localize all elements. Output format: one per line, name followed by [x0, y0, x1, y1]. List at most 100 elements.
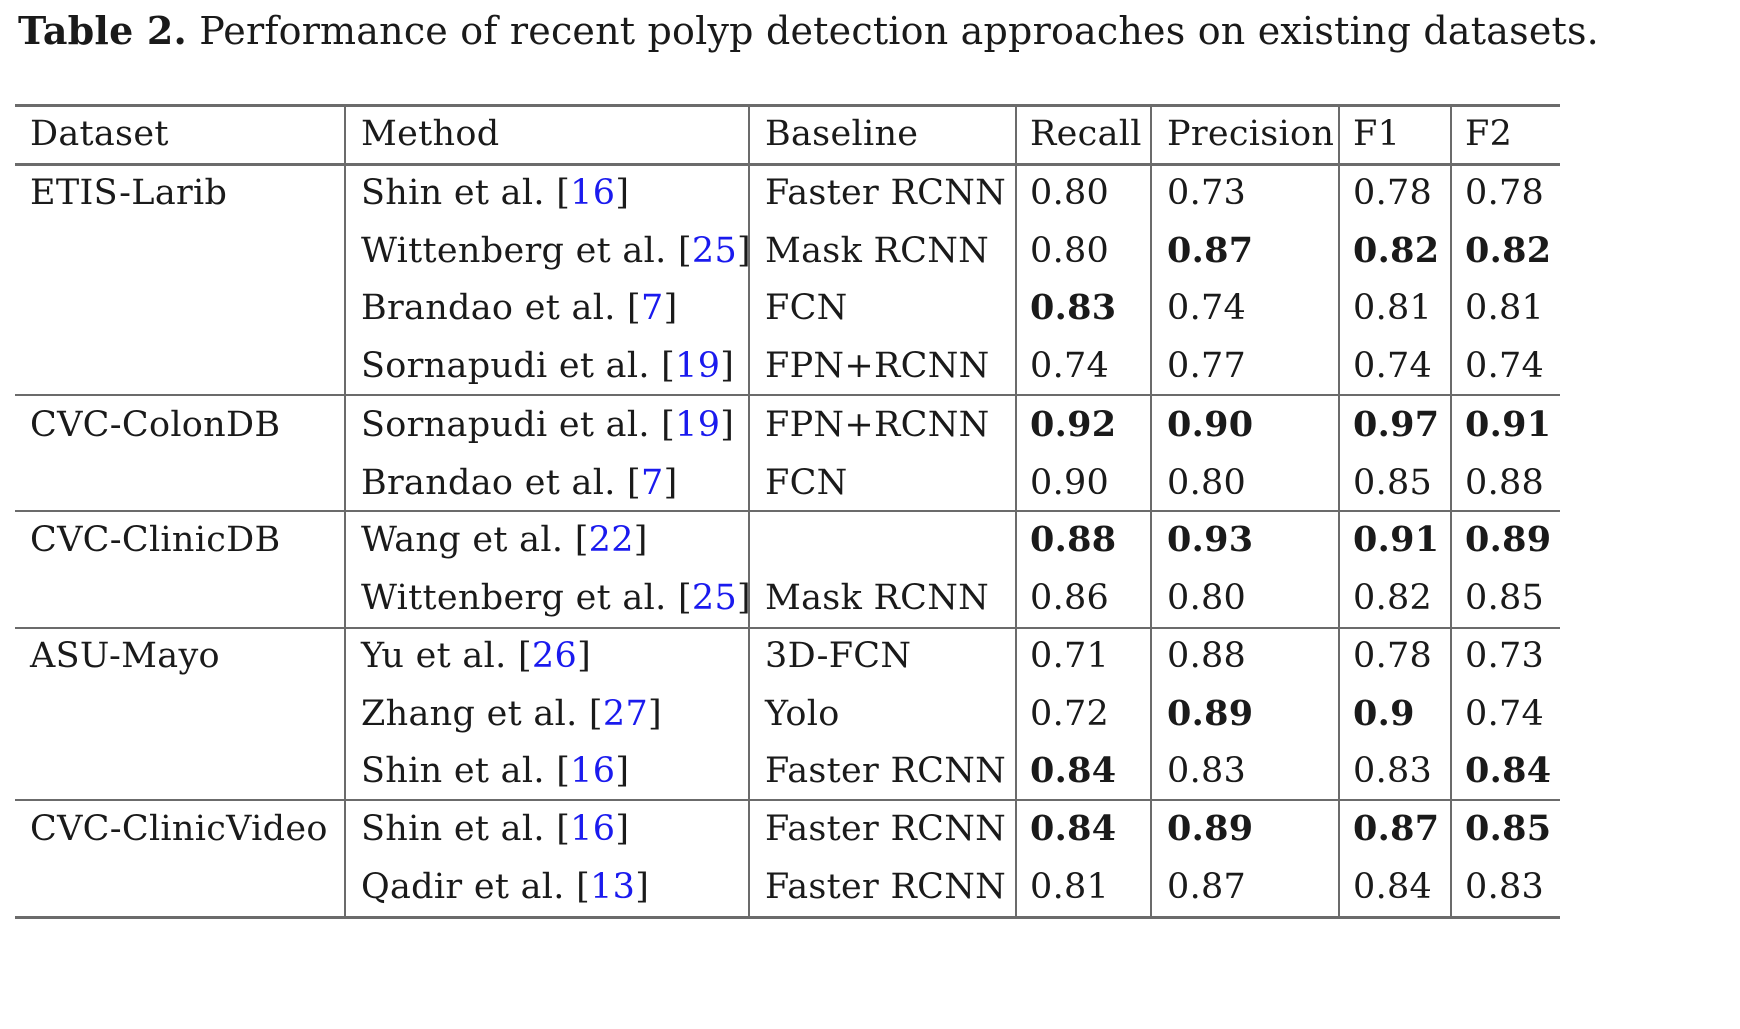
f2-value: 0.74 — [1465, 694, 1545, 734]
baseline-cell: FCN — [765, 463, 848, 503]
f1-value: 0.87 — [1353, 808, 1440, 849]
citation-open-bracket: [ — [506, 636, 532, 676]
method-author: Shin et al. — [361, 809, 545, 849]
citation-close-bracket: ] — [737, 231, 752, 271]
citation-close-bracket: ] — [633, 520, 648, 560]
citation-open-bracket: [ — [544, 173, 571, 213]
method-cell: Sornapudi et al. [19] — [361, 346, 734, 386]
citation-link[interactable]: 13 — [590, 867, 636, 907]
method-author: Wittenberg et al. — [361, 578, 667, 618]
table-column-rule — [1338, 104, 1340, 919]
citation-close-bracket: ] — [663, 463, 678, 503]
recall-value: 0.86 — [1030, 578, 1110, 618]
citation-open-bracket: [ — [615, 463, 642, 503]
citation-close-bracket: ] — [615, 173, 630, 213]
precision-value: 0.89 — [1167, 693, 1254, 734]
citation-open-bracket: [ — [666, 231, 692, 271]
f2-value: 0.81 — [1465, 288, 1545, 328]
citation-link[interactable]: 22 — [588, 520, 634, 560]
citation-link[interactable]: 27 — [602, 694, 649, 734]
citation-link[interactable]: 16 — [570, 173, 616, 213]
method-cell: Zhang et al. [27] — [361, 694, 662, 734]
baseline-cell: Faster RCNN — [765, 751, 1007, 791]
header-method: Method — [361, 114, 500, 154]
precision-value: 0.89 — [1167, 808, 1254, 849]
citation-link[interactable]: 16 — [570, 809, 616, 849]
recall-value: 0.90 — [1030, 463, 1110, 503]
citation-close-bracket: ] — [648, 694, 662, 734]
f1-value: 0.78 — [1353, 173, 1433, 213]
header-precision: Precision — [1167, 114, 1335, 154]
table-group-rule — [15, 510, 1560, 512]
f2-value: 0.83 — [1465, 867, 1545, 907]
recall-value: 0.80 — [1030, 231, 1110, 271]
citation-close-bracket: ] — [577, 636, 592, 676]
method-cell: Wang et al. [22] — [361, 520, 648, 560]
baseline-cell: 3D-FCN — [765, 636, 912, 676]
f1-value: 0.84 — [1353, 867, 1433, 907]
method-cell: Yu et al. [26] — [361, 636, 591, 676]
citation-open-bracket: [ — [577, 694, 603, 734]
table-group-rule — [15, 627, 1560, 629]
table-caption-text: Performance of recent polyp detection ap… — [199, 9, 1599, 53]
citation-link[interactable]: 26 — [531, 636, 578, 676]
f2-value: 0.91 — [1465, 404, 1552, 445]
f2-value: 0.84 — [1465, 750, 1552, 791]
baseline-cell: Mask RCNN — [765, 231, 990, 271]
citation-link[interactable]: 7 — [641, 288, 664, 328]
baseline-cell: Faster RCNN — [765, 867, 1007, 907]
recall-value: 0.80 — [1030, 173, 1110, 213]
citation-open-bracket: [ — [563, 520, 589, 560]
precision-value: 0.87 — [1167, 230, 1254, 271]
table-group-rule — [15, 799, 1560, 801]
f2-value: 0.82 — [1465, 230, 1552, 271]
table-column-rule — [1450, 104, 1452, 919]
precision-value: 0.80 — [1167, 463, 1247, 503]
table-column-rule — [1015, 104, 1017, 919]
citation-close-bracket: ] — [720, 346, 735, 386]
baseline-cell: FPN+RCNN — [765, 405, 990, 445]
baseline-cell: Faster RCNN — [765, 809, 1007, 849]
citation-open-bracket: [ — [544, 809, 571, 849]
citation-link[interactable]: 25 — [691, 578, 738, 618]
f2-value: 0.85 — [1465, 808, 1552, 849]
method-author: Wang et al. — [361, 520, 564, 560]
method-cell: Brandao et al. [7] — [361, 463, 678, 503]
f2-value: 0.74 — [1465, 346, 1545, 386]
baseline-cell: Yolo — [765, 694, 840, 734]
header-dataset: Dataset — [30, 114, 169, 154]
recall-value: 0.71 — [1030, 636, 1110, 676]
method-cell: Brandao et al. [7] — [361, 288, 678, 328]
header-baseline: Baseline — [765, 114, 919, 154]
citation-link[interactable]: 16 — [570, 751, 616, 791]
baseline-cell: FPN+RCNN — [765, 346, 990, 386]
recall-value: 0.74 — [1030, 346, 1110, 386]
method-author: Shin et al. — [361, 173, 545, 213]
citation-open-bracket: [ — [666, 578, 692, 618]
recall-value: 0.72 — [1030, 694, 1110, 734]
f1-value: 0.74 — [1353, 346, 1433, 386]
method-author: Shin et al. — [361, 751, 545, 791]
table-top-rule — [15, 104, 1560, 107]
header-recall: Recall — [1030, 114, 1142, 154]
citation-link[interactable]: 25 — [691, 231, 738, 271]
f2-value: 0.89 — [1465, 519, 1552, 560]
recall-value: 0.92 — [1030, 404, 1117, 445]
f1-value: 0.82 — [1353, 578, 1433, 618]
dataset-name: CVC-ClinicDB — [30, 520, 281, 560]
f1-value: 0.91 — [1353, 519, 1440, 560]
citation-link[interactable]: 19 — [675, 346, 721, 386]
citation-link[interactable]: 7 — [641, 463, 664, 503]
recall-value: 0.84 — [1030, 808, 1117, 849]
citation-close-bracket: ] — [737, 578, 752, 618]
citation-link[interactable]: 19 — [675, 405, 721, 445]
table-column-rule — [1150, 104, 1152, 919]
baseline-cell: Mask RCNN — [765, 578, 990, 618]
f2-value: 0.88 — [1465, 463, 1545, 503]
f1-value: 0.97 — [1353, 404, 1440, 445]
method-author: Brandao et al. — [361, 463, 616, 503]
citation-close-bracket: ] — [635, 867, 650, 907]
f2-value: 0.73 — [1465, 636, 1545, 676]
precision-value: 0.73 — [1167, 173, 1247, 213]
method-author: Sornapudi et al. — [361, 346, 650, 386]
